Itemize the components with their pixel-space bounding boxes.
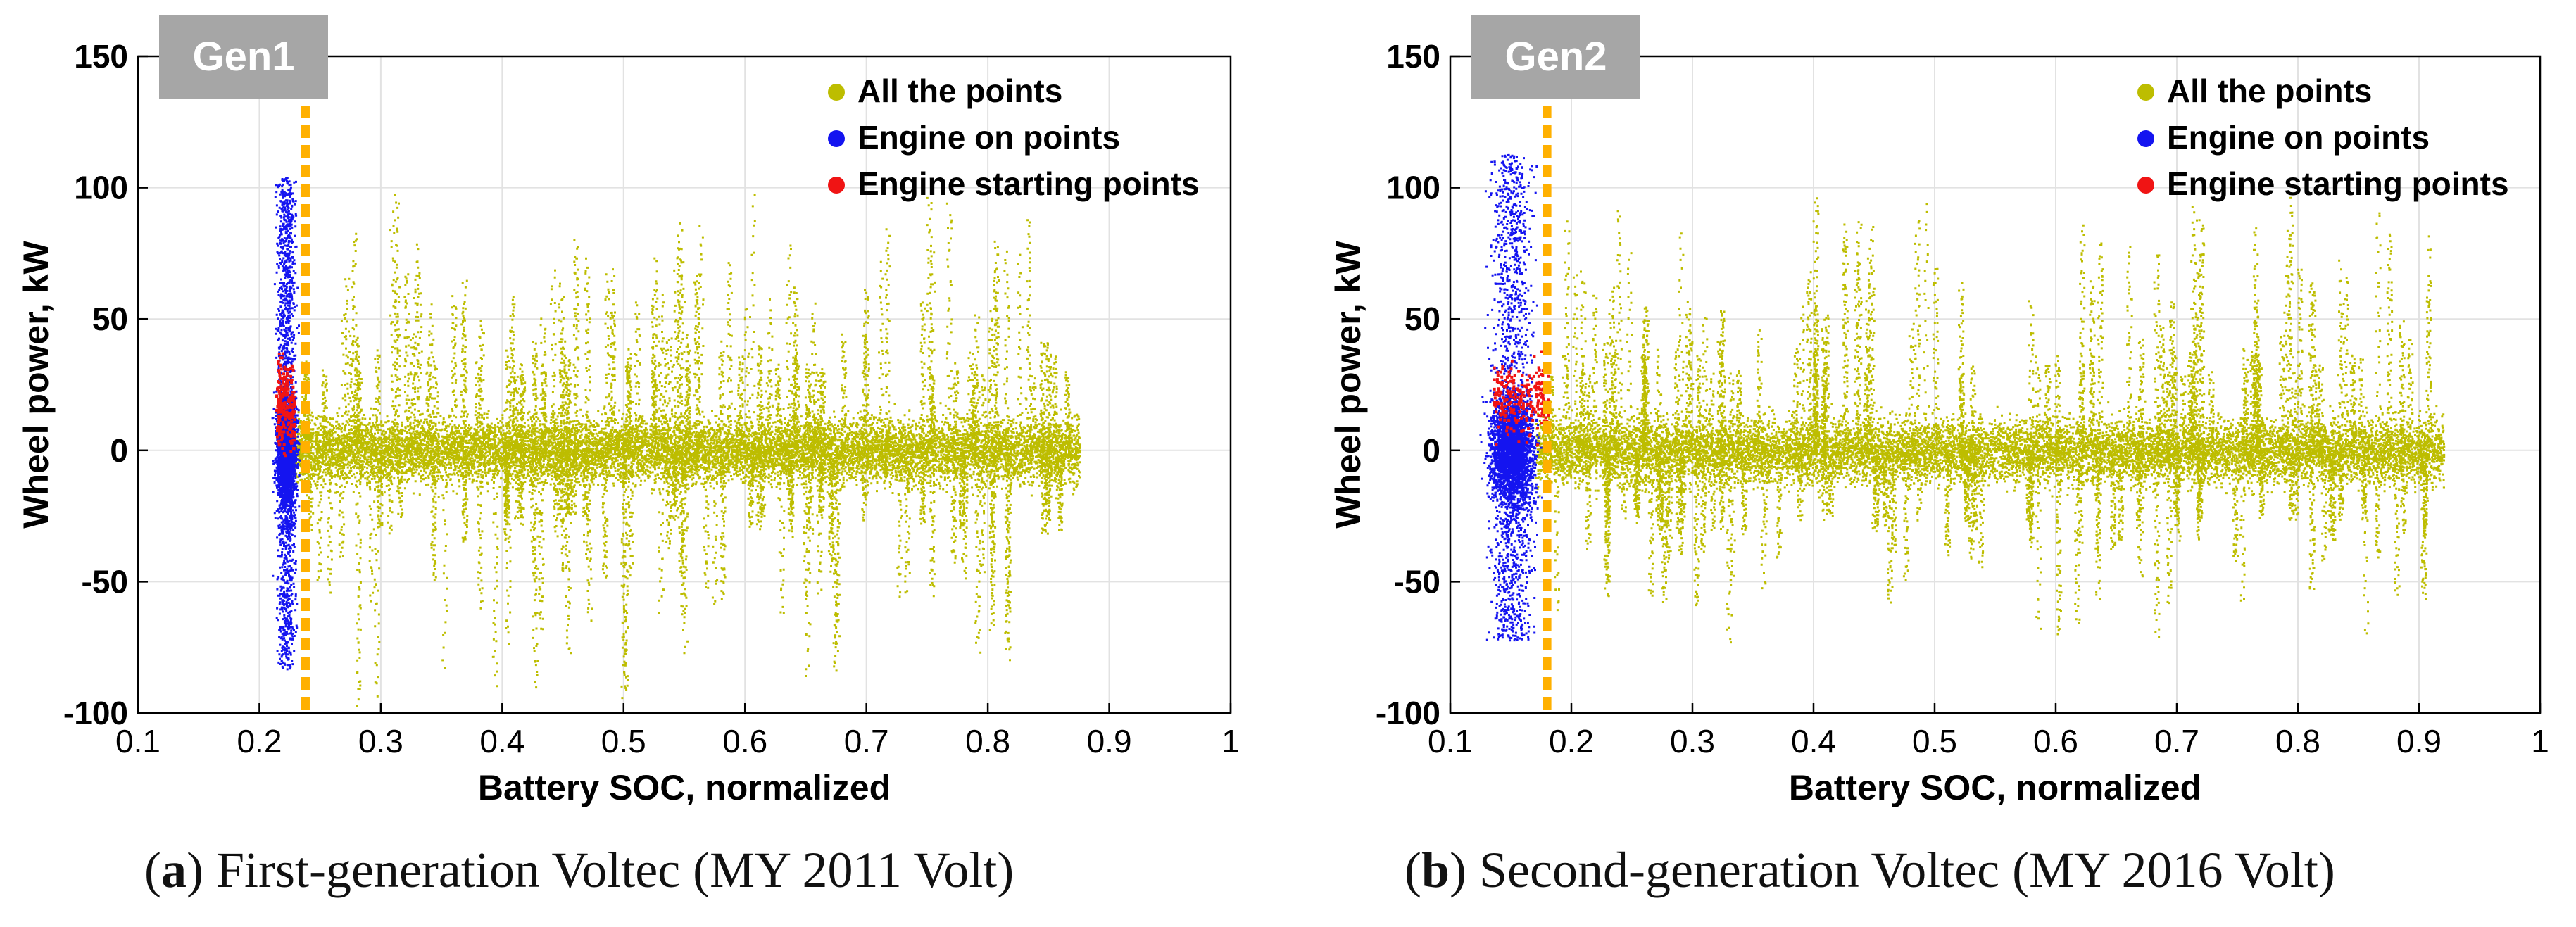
x-tick-label: 0.2	[1549, 723, 1594, 759]
legend-label-all: All the points	[857, 72, 1062, 109]
x-axis: 0.1 0.2 0.3 0.4 0.5 0.6 0.7 0.8 0.9 1	[115, 703, 1240, 759]
x-axis: 0.1 0.2 0.3 0.4 0.5 0.6 0.7 0.8 0.9 1	[1428, 703, 2549, 759]
x-tick-label: 0.6	[722, 723, 767, 759]
series-all-points	[289, 194, 1081, 707]
y-tick-label: 150	[1386, 38, 1440, 75]
y-tick-label: 50	[1405, 301, 1440, 337]
legend-marker-all	[828, 84, 845, 101]
y-tick-label: 0	[110, 432, 128, 469]
caption-b-letter: b	[1421, 842, 1450, 898]
caption-a: (a) First-generation Voltec (MY 2011 Vol…	[144, 842, 1014, 898]
chart-panel-1: 0.1 0.2 0.3 0.4 0.5 0.6 0.7 0.8 0.9 1 -100 -50 0 50 10…	[16, 15, 1240, 807]
x-tick-label: 0.9	[1087, 723, 1132, 759]
x-tick-label: 0.8	[965, 723, 1010, 759]
legend-label-engine-on: Engine on points	[2167, 119, 2430, 156]
caption-a-text: First-generation Voltec (MY 2011 Volt)	[215, 842, 1014, 898]
y-axis: -100 -50 0 50 100 150	[63, 38, 148, 731]
legend-marker-engine-on	[2137, 130, 2154, 147]
legend: All the points Engine on points Engine sta…	[828, 72, 1200, 202]
legend-marker-all	[2137, 84, 2154, 101]
x-tick-label: 0.9	[2396, 723, 2442, 759]
x-axis-title: Battery SOC, normalized	[478, 768, 891, 807]
x-axis-title: Battery SOC, normalized	[1789, 768, 2201, 807]
caption-b: (b) Second-generation Voltec (MY 2016 Vo…	[1405, 842, 2335, 898]
legend-label-engine-start: Engine starting points	[857, 165, 1200, 202]
legend-marker-engine-on	[828, 130, 845, 147]
y-tick-label: 150	[74, 38, 128, 75]
all-points-spikes	[1548, 196, 2432, 644]
x-tick-label: 0.2	[237, 723, 282, 759]
x-tick-label: 0.8	[2275, 723, 2320, 759]
engine-on-cloud	[271, 177, 301, 671]
caption-b-text: Second-generation Voltec (MY 2016 Volt)	[1479, 842, 2335, 898]
x-tick-label: 0.3	[358, 723, 403, 759]
series-engine-start	[1493, 350, 1550, 447]
x-tick-label: 0.1	[115, 723, 161, 759]
y-tick-label: -50	[82, 563, 128, 600]
legend-marker-engine-start	[2137, 177, 2154, 194]
plot-frame	[137, 55, 1232, 714]
x-tick-label: 0.4	[479, 723, 524, 759]
y-axis: -100 -50 0 50 100 150	[1376, 38, 1460, 731]
engine-on-cloud	[1479, 153, 1545, 642]
y-tick-label: 0	[1422, 432, 1440, 469]
series-engine-on	[271, 177, 301, 671]
x-tick-label: 1	[2531, 723, 2549, 759]
legend-label-all: All the points	[2167, 72, 2372, 109]
series-all-points	[1535, 196, 2446, 644]
y-tick-label: -100	[1376, 695, 1440, 731]
legend-marker-engine-start	[828, 177, 845, 194]
y-tick-label: -50	[1394, 563, 1440, 600]
series-engine-on	[1479, 153, 1545, 642]
x-tick-label: 0.3	[1670, 723, 1715, 759]
y-axis-title: Wheel power, kW	[1328, 240, 1368, 528]
generation-badge	[159, 15, 328, 99]
legend: All the points Engine on points Engine sta…	[2137, 72, 2509, 202]
y-tick-label: -100	[63, 695, 128, 731]
x-tick-label: 0.1	[1428, 723, 1473, 759]
generation-badge-label: Gen1	[192, 34, 294, 80]
x-tick-label: 0.6	[2033, 723, 2078, 759]
x-tick-label: 0.4	[1791, 723, 1836, 759]
legend-label-engine-on: Engine on points	[857, 119, 1120, 156]
generation-badge-label: Gen2	[1504, 34, 1607, 80]
generation-badge	[1471, 15, 1640, 99]
engine-start-cloud	[275, 352, 296, 458]
x-tick-label: 1	[1221, 723, 1240, 759]
all-points-core	[289, 401, 1081, 502]
plot-frame	[1449, 55, 2542, 714]
caption-a-letter: a	[161, 842, 187, 898]
x-tick-label: 0.7	[844, 723, 889, 759]
x-tick-label: 0.5	[1912, 723, 1957, 759]
y-tick-label: 100	[1386, 170, 1440, 206]
all-points-core	[1535, 398, 2446, 504]
y-tick-label: 50	[92, 301, 128, 337]
engine-start-cloud	[1493, 350, 1550, 447]
y-axis-title: Wheel power, kW	[16, 240, 56, 528]
series-engine-start	[275, 352, 296, 458]
legend-label-engine-start: Engine starting points	[2167, 165, 2509, 202]
y-tick-label: 100	[74, 170, 128, 206]
x-tick-label: 0.5	[601, 723, 646, 759]
x-tick-label: 0.7	[2154, 723, 2199, 759]
chart-panel-2: 0.1 0.2 0.3 0.4 0.5 0.6 0.7 0.8 0.9 1 -100 -50 0 50 10…	[1328, 15, 2549, 807]
